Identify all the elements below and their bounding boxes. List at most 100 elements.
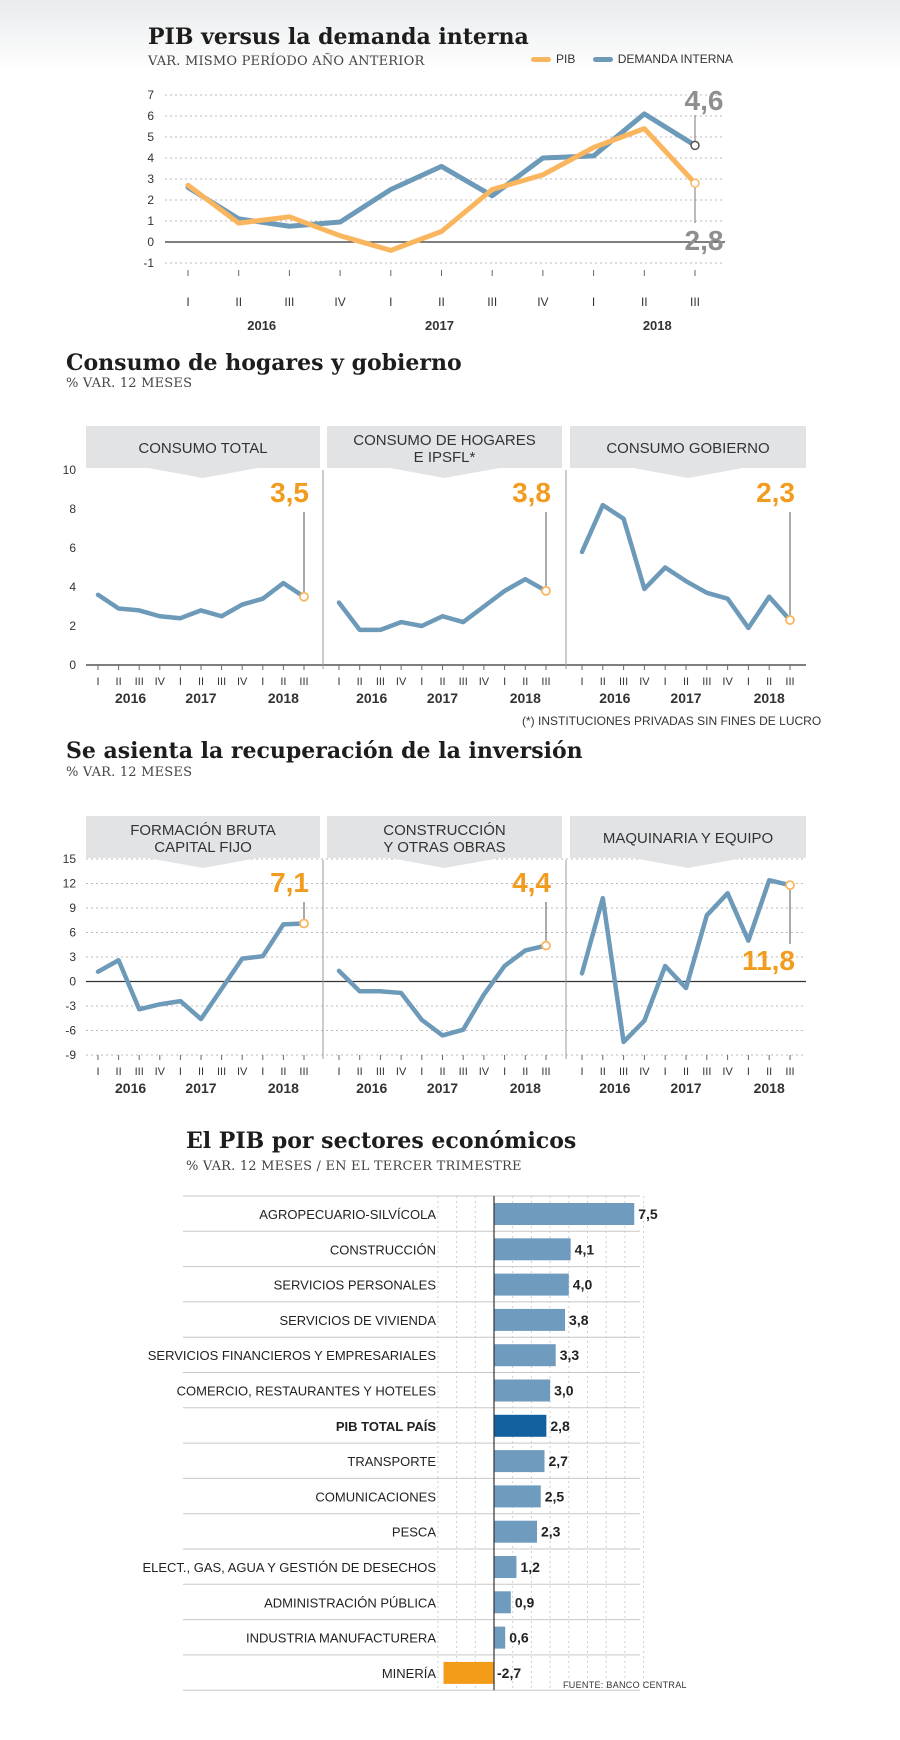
y-tick-label: 3 xyxy=(147,172,154,186)
x-tick-label: II xyxy=(641,295,648,309)
y-tick-label: -3 xyxy=(65,999,76,1013)
x-tick-label: II xyxy=(439,1066,445,1078)
legend-label-demanda: DEMANDA INTERNA xyxy=(617,52,734,66)
x-tick-label: III xyxy=(135,1066,144,1078)
x-tick-label: III xyxy=(217,1066,226,1078)
series-line-panel-3 xyxy=(579,502,793,631)
x-tick-label: II xyxy=(280,676,286,688)
panel-header-bg xyxy=(570,816,806,868)
callout-pib-value: 2,8 xyxy=(685,225,724,256)
x-tick-label: IV xyxy=(237,1066,248,1078)
end-marker xyxy=(541,585,551,596)
panel-header-label: CONSUMO DE HOGARES xyxy=(353,432,536,449)
year-label: 2016 xyxy=(356,1080,387,1096)
x-tick-label: I xyxy=(96,1066,99,1078)
category-label: MINERÍA xyxy=(382,1666,437,1681)
chart2-title: Consumo de hogares y gobierno xyxy=(66,350,462,376)
y-tick-label: -9 xyxy=(65,1048,76,1062)
x-tick-label: I xyxy=(747,676,750,688)
chart2-subtitle: % VAR. 12 MESES xyxy=(66,376,193,391)
end-marker xyxy=(785,615,795,626)
x-tick-label: IV xyxy=(639,1066,650,1078)
x-tick-label: III xyxy=(299,676,308,688)
x-tick-label: IV xyxy=(722,676,733,688)
legend-item-demanda: DEMANDA INTERNA xyxy=(592,52,734,66)
value-label: 1,2 xyxy=(520,1559,540,1575)
x-tick-label: III xyxy=(702,1066,711,1078)
x-tick-label: I xyxy=(664,676,667,688)
series-line-pib xyxy=(185,126,698,253)
value-label: 0,9 xyxy=(515,1594,535,1610)
callout-value: 11,8 xyxy=(742,945,795,976)
x-tick-label: II xyxy=(766,676,772,688)
y-tick-label: 6 xyxy=(69,541,76,555)
x-tick-label: II xyxy=(198,676,204,688)
value-label: 3,8 xyxy=(569,1312,589,1328)
x-tick-label: I xyxy=(580,1066,583,1078)
x-tick-label: II xyxy=(600,1066,606,1078)
x-tick-label: III xyxy=(785,676,794,688)
legend-item-pib: PIB xyxy=(531,52,575,66)
chart4-subtitle: % VAR. 12 MESES / EN EL TERCER TRIMESTRE xyxy=(186,1159,522,1174)
year-label: 2018 xyxy=(268,690,299,706)
year-label: 2018 xyxy=(643,318,672,333)
x-tick-label: III xyxy=(541,676,550,688)
y-tick-label: 3 xyxy=(69,950,76,964)
legend-swatch-demanda xyxy=(592,57,613,63)
year-label: 2016 xyxy=(356,690,387,706)
y-tick-label: 9 xyxy=(69,901,76,915)
callout-value: 3,8 xyxy=(512,477,551,508)
value-label: 2,5 xyxy=(545,1488,565,1504)
category-label: AGROPECUARIO-SILVÍCOLA xyxy=(259,1207,436,1222)
x-tick-label: I xyxy=(389,295,392,309)
x-tick-label: II xyxy=(522,1066,528,1078)
x-tick-label: II xyxy=(235,295,242,309)
bar-industria-manufacturera xyxy=(494,1626,506,1649)
value-label: 2,3 xyxy=(541,1524,561,1540)
chart1-subtitle: VAR. MISMO PERÍODO AÑO ANTERIOR xyxy=(148,54,425,69)
header-band xyxy=(0,0,900,72)
x-tick-label: IV xyxy=(237,676,248,688)
x-tick-label: III xyxy=(135,676,144,688)
x-tick-label: III xyxy=(619,1066,628,1078)
x-tick-label: III xyxy=(459,1066,468,1078)
callout-value: 4,4 xyxy=(512,867,551,898)
y-tick-label: 2 xyxy=(147,193,154,207)
x-tick-label: I xyxy=(420,1066,423,1078)
x-tick-label: III xyxy=(541,1066,550,1078)
x-tick-label: II xyxy=(357,1066,363,1078)
bar-construcción xyxy=(494,1238,571,1261)
x-tick-label: I xyxy=(179,1066,182,1078)
x-tick-label: III xyxy=(702,676,711,688)
year-label: 2017 xyxy=(185,1080,216,1096)
end-marker-pib xyxy=(690,178,700,188)
x-tick-label: IV xyxy=(155,676,166,688)
value-label: 2,8 xyxy=(550,1418,570,1434)
x-tick-label: I xyxy=(503,1066,506,1078)
panel-header-bg xyxy=(570,426,806,478)
end-marker xyxy=(299,591,309,602)
category-label: COMUNICACIONES xyxy=(315,1489,436,1504)
chart3-title: Se asienta la recuperación de la inversi… xyxy=(66,738,583,764)
x-tick-label: III xyxy=(619,676,628,688)
category-label: INDUSTRIA MANUFACTURERA xyxy=(246,1631,436,1646)
y-tick-label: -1 xyxy=(143,256,154,270)
x-tick-label: I xyxy=(747,1066,750,1078)
y-tick-label: 2 xyxy=(69,619,76,633)
x-tick-label: III xyxy=(376,1066,385,1078)
chart4-plot: AGROPECUARIO-SILVÍCOLA 7,5 CONSTRUCCIÓN 4,1… xyxy=(142,1195,658,1691)
x-tick-label: II xyxy=(116,1066,122,1078)
legend-label-pib: PIB xyxy=(556,52,576,66)
chart3-subtitle: % VAR. 12 MESES xyxy=(66,765,193,780)
end-marker xyxy=(541,940,551,951)
category-label: COMERCIO, RESTAURANTES Y HOTELES xyxy=(177,1384,437,1399)
y-tick-label: 5 xyxy=(147,130,154,144)
category-label: TRANSPORTE xyxy=(347,1454,436,1469)
y-tick-label: 0 xyxy=(147,235,154,249)
panel-header-label: MAQUINARIA Y EQUIPO xyxy=(603,830,773,847)
x-tick-label: I xyxy=(592,295,595,309)
y-tick-label: 0 xyxy=(69,975,76,989)
panel-header-label: CONSUMO GOBIERNO xyxy=(606,440,769,457)
bar-pib-total-país xyxy=(494,1414,547,1437)
